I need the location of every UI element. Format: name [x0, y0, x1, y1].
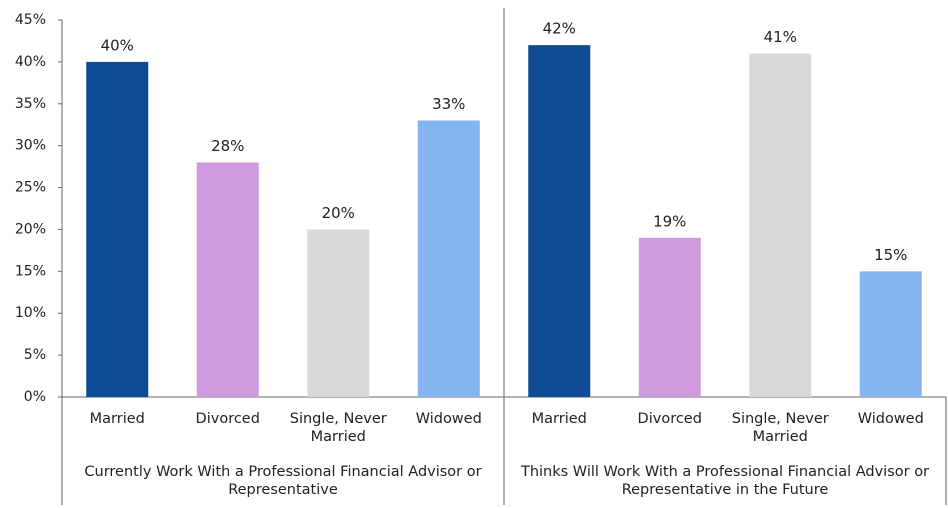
group-label: Currently Work With a Professional Finan…	[84, 464, 482, 498]
bar	[86, 61, 149, 398]
value-label: 15%	[874, 246, 907, 264]
x-tick-label: Divorced	[195, 411, 260, 427]
value-label: 42%	[543, 20, 576, 38]
y-tick-label: 40%	[15, 54, 46, 70]
x-tick-label: Married	[89, 411, 145, 427]
y-tick-label: 0%	[24, 389, 46, 405]
bar	[638, 237, 701, 397]
x-tick-label: Single, Never Married	[289, 411, 387, 445]
y-tick-label: 5%	[24, 347, 46, 363]
bar	[417, 120, 480, 398]
value-label: 41%	[764, 28, 797, 46]
value-label: 28%	[211, 137, 244, 155]
x-tick-label: Single, Never Married	[731, 411, 829, 445]
group-label: Thinks Will Work With a Professional Fin…	[520, 464, 930, 498]
y-tick-label: 15%	[15, 263, 46, 279]
x-tick-label: Married	[531, 411, 587, 427]
bar	[307, 229, 370, 397]
x-tick-label: Widowed	[857, 411, 924, 427]
y-tick-label: 10%	[15, 305, 46, 321]
value-label: 20%	[322, 204, 355, 222]
y-tick-label: 20%	[15, 221, 46, 237]
y-tick-label: 45%	[15, 12, 46, 28]
x-tick-label: Widowed	[415, 411, 482, 427]
value-label: 40%	[101, 36, 134, 54]
value-label: 19%	[653, 212, 686, 230]
bar	[859, 271, 922, 397]
y-tick-label: 30%	[15, 138, 46, 154]
y-tick-label: 35%	[15, 96, 46, 112]
bar	[528, 45, 591, 398]
value-label: 33%	[432, 95, 465, 113]
y-tick-label: 25%	[15, 180, 46, 196]
x-tick-label: Divorced	[637, 411, 702, 427]
bar	[749, 53, 812, 398]
bar	[196, 162, 259, 397]
